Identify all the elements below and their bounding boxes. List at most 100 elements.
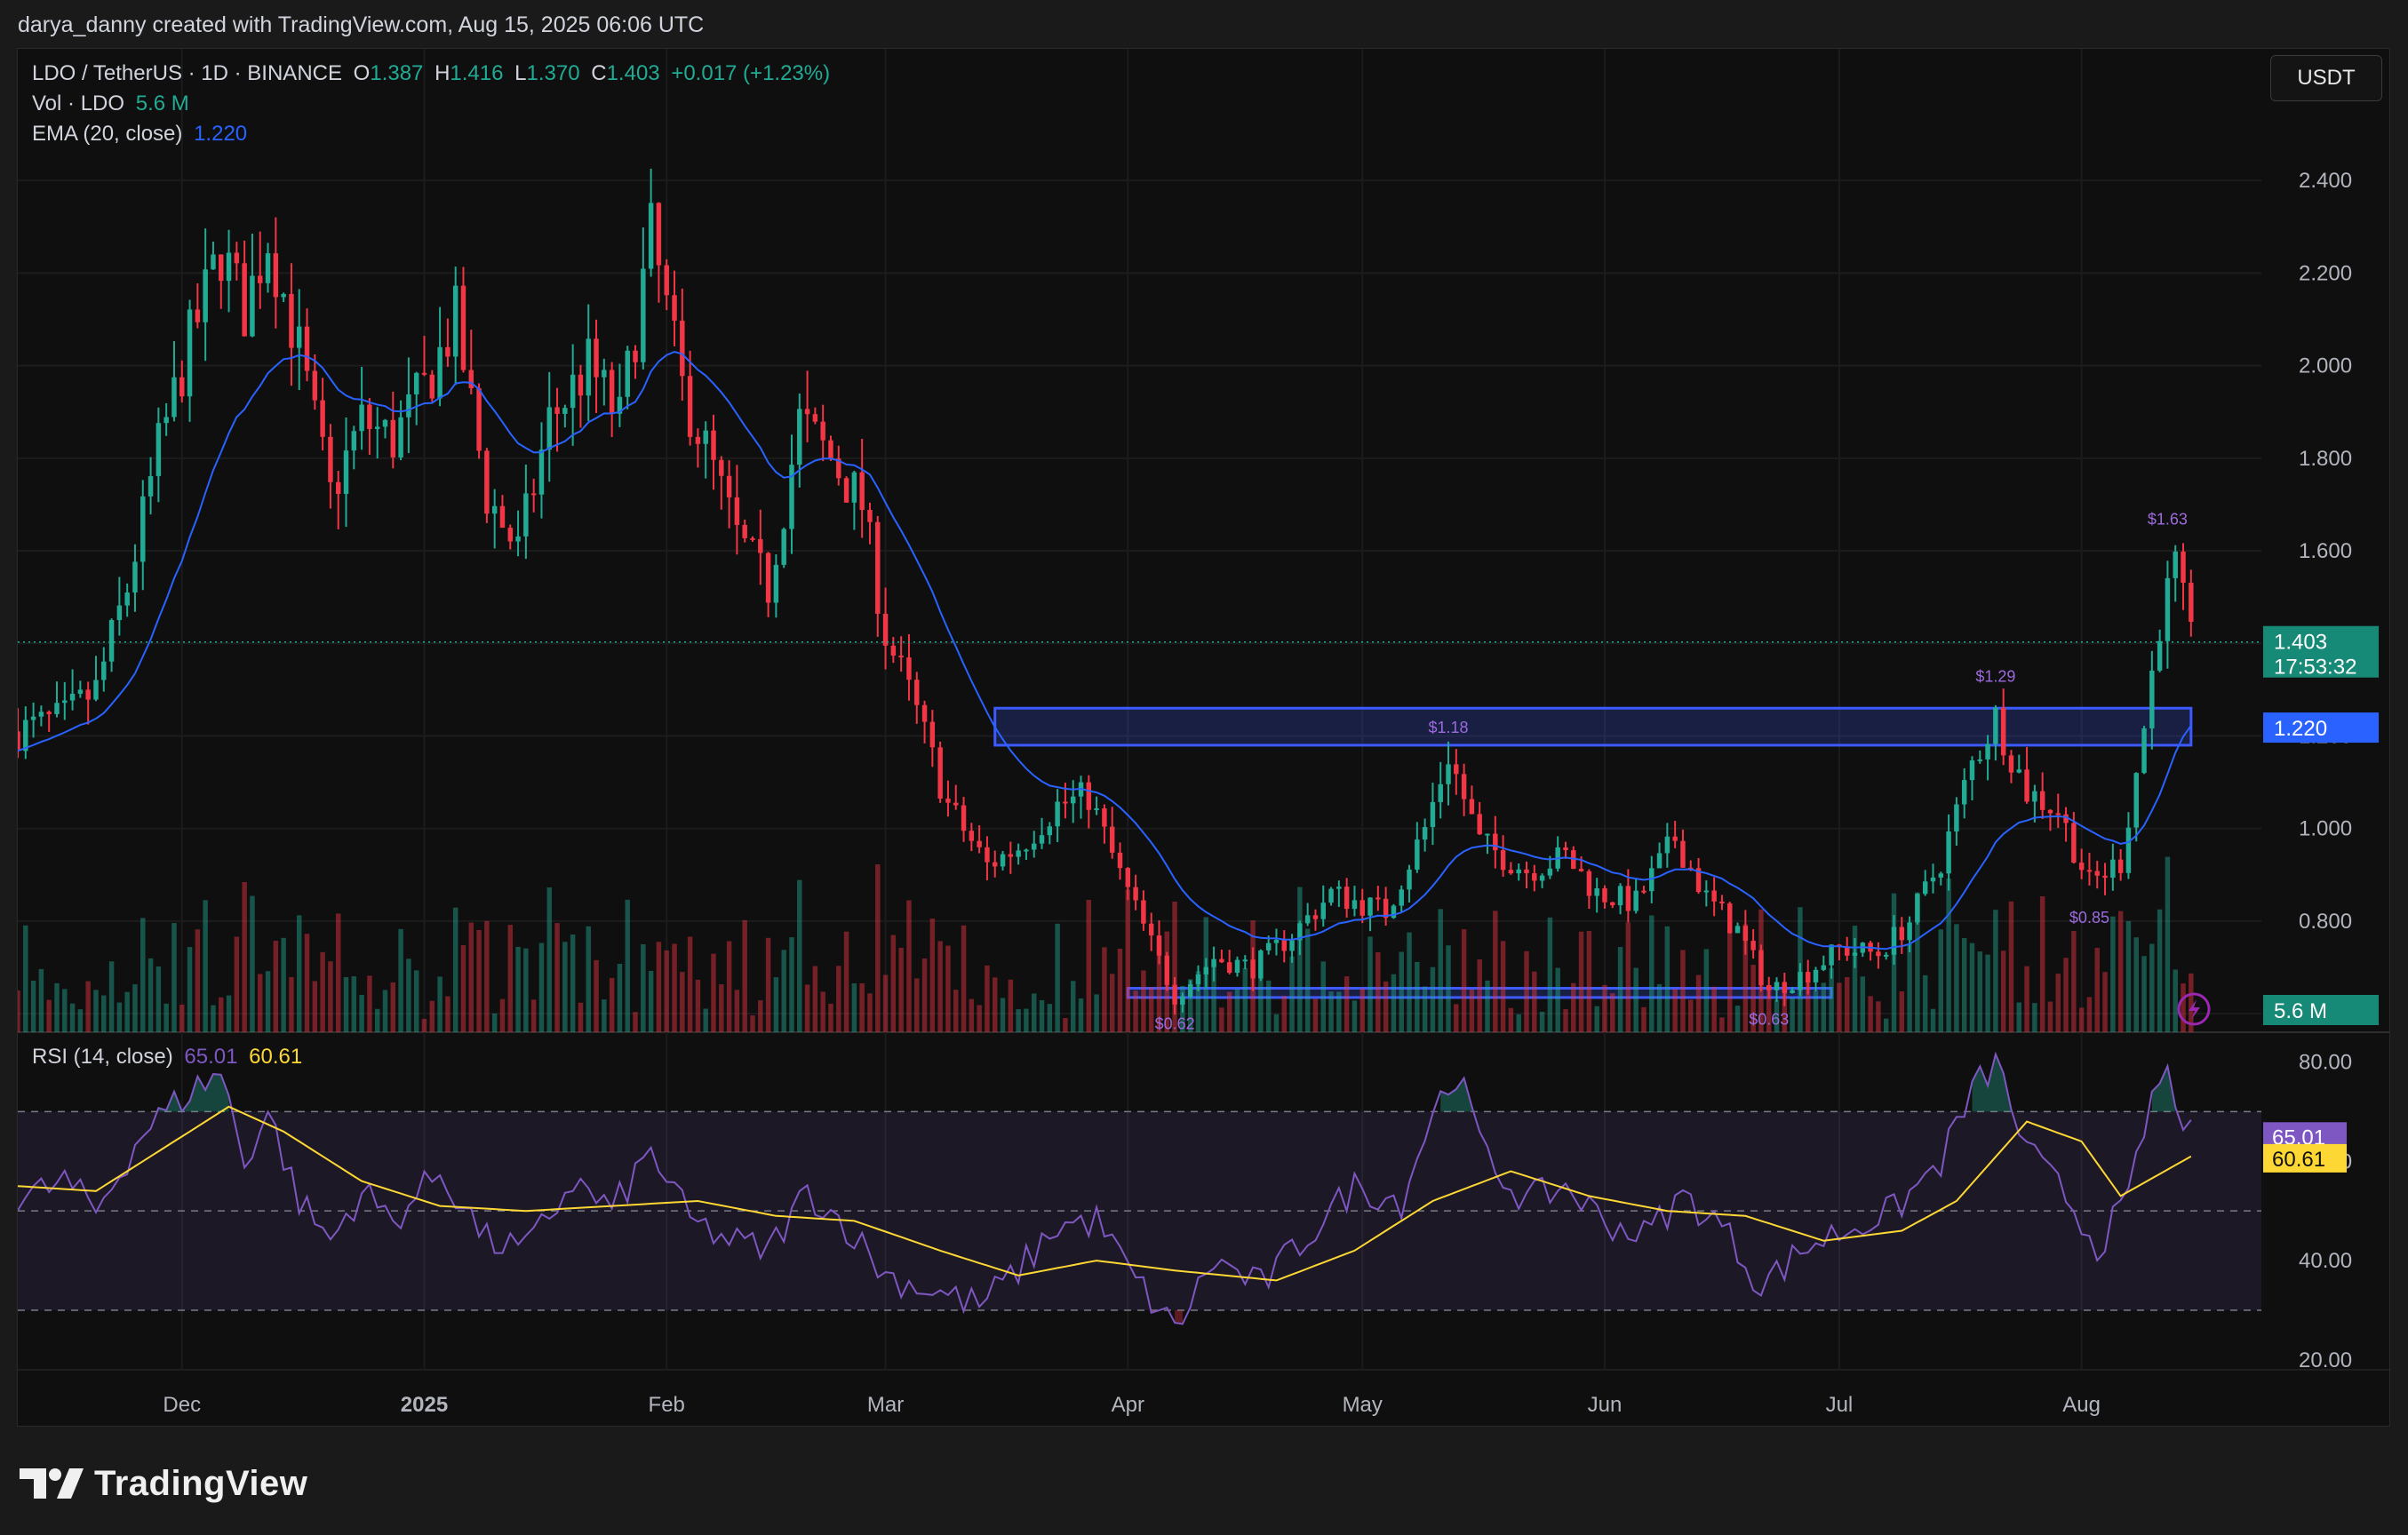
- volume-bar: [1125, 889, 1131, 1032]
- candle-body: [2094, 871, 2100, 876]
- volume-bar: [491, 1013, 498, 1032]
- volume-bar: [108, 961, 115, 1032]
- candle-body: [46, 712, 52, 714]
- volume-bar: [1477, 958, 1482, 1032]
- volume-bar: [969, 998, 975, 1032]
- volume-bar: [836, 966, 841, 1032]
- volume-bar: [1375, 952, 1381, 1032]
- candle-body: [1727, 903, 1733, 934]
- volume-bar: [1829, 967, 1834, 1032]
- rsi-line: [18, 1051, 2192, 1325]
- volume-bar: [1695, 974, 1702, 1032]
- chart-canvas[interactable]: $1.63 $1.29 $1.18 $0.85 $0.62 $0.63 Dec 2025 Fe…: [18, 49, 2389, 1426]
- volume-bar: [1625, 922, 1631, 1032]
- ema-badge: [2263, 712, 2379, 744]
- open-label: O: [353, 61, 371, 85]
- volume-bar: [1359, 988, 1365, 1032]
- candle-body: [1844, 946, 1850, 956]
- candle-body: [2024, 769, 2029, 802]
- candle-body: [219, 254, 224, 282]
- candle-body: [1852, 952, 1858, 956]
- candle-body: [953, 802, 959, 806]
- volume-bar: [1993, 910, 1998, 1032]
- currency-button[interactable]: USDT: [2270, 55, 2382, 101]
- volume-bar: [1555, 967, 1560, 1032]
- chart-frame[interactable]: $1.63 $1.29 $1.18 $0.85 $0.62 $0.63 Dec 2025 Fe…: [17, 48, 2390, 1427]
- tradingview-logo-icon: [20, 1468, 84, 1499]
- candle-body: [421, 372, 427, 375]
- volume-bar: [2117, 911, 2124, 1032]
- candle-body: [687, 376, 693, 437]
- volume-bar: [828, 1003, 833, 1032]
- candle-body: [1328, 888, 1334, 903]
- candle-body: [1211, 958, 1216, 967]
- candle-body: [734, 497, 740, 525]
- candle-body: [711, 430, 716, 460]
- volume-bar: [859, 982, 865, 1032]
- candle-body: [617, 396, 623, 414]
- tradingview-logo[interactable]: TradingView: [20, 1457, 307, 1510]
- volume-bar: [594, 959, 599, 1032]
- candle-body: [1304, 915, 1311, 924]
- candle-body: [460, 285, 466, 370]
- candle-body: [672, 295, 677, 321]
- candle-body: [2157, 640, 2163, 671]
- candle-body: [2071, 823, 2077, 863]
- volume-bar: [1446, 945, 1451, 1032]
- candle-body: [1289, 940, 1295, 951]
- rsi-extreme-fill: [158, 1074, 229, 1112]
- candle-body: [993, 862, 998, 867]
- volume-bar: [993, 977, 998, 1032]
- candle-body: [382, 419, 388, 427]
- ema-legend: EMA (20, close) 1.220: [32, 122, 252, 147]
- candle-body: [1148, 923, 1154, 936]
- candle-body: [304, 326, 310, 371]
- volume-bar: [132, 984, 138, 1032]
- candle-body: [1782, 982, 1788, 993]
- volume-bar: [1352, 1000, 1358, 1032]
- volume-bar: [1430, 966, 1436, 1032]
- candle-body: [1172, 984, 1177, 1005]
- candle-body: [546, 407, 552, 450]
- volume-bar: [578, 1002, 584, 1032]
- candle-body: [1250, 959, 1256, 979]
- volume-bar: [1633, 967, 1639, 1032]
- candle-body: [859, 472, 865, 510]
- volume-bar: [1594, 1006, 1599, 1032]
- volume-bar: [1094, 994, 1099, 1032]
- volume-bar: [1727, 927, 1733, 1032]
- volume-bar: [1461, 929, 1467, 1032]
- rsi-extreme-fill: [1440, 1078, 1472, 1112]
- volume-bar: [226, 995, 232, 1032]
- candle-body: [1891, 927, 1897, 955]
- candle-body: [320, 400, 325, 437]
- volume-bar: [1532, 971, 1537, 1032]
- volume-bar: [773, 977, 779, 1032]
- candle-body: [187, 309, 193, 397]
- rsi-ma-badge-text: 60.61: [2272, 1148, 2325, 1172]
- volume-bar: [273, 941, 279, 1032]
- credit-text: darya_danny created with TradingView.com…: [18, 12, 705, 37]
- volume-bar: [843, 931, 849, 1032]
- volume-bar: [2039, 896, 2045, 1032]
- top-bar: darya_danny created with TradingView.com…: [0, 0, 2408, 48]
- volume-bar: [1915, 892, 1920, 1032]
- volume-bar: [554, 923, 560, 1032]
- rsi-extreme-fill: [1175, 1309, 1183, 1324]
- candle-body: [797, 409, 802, 465]
- volume-bar: [1454, 1004, 1459, 1032]
- volume-bar: [1485, 980, 1490, 1032]
- candle-body: [1265, 942, 1272, 950]
- candle-body: [2008, 755, 2014, 773]
- candle-body: [1993, 707, 1998, 744]
- high-value: 1.416: [450, 61, 504, 85]
- volume-bar: [820, 991, 825, 1032]
- volume-legend: Vol · LDO 5.6 M: [32, 91, 195, 116]
- volume-bar: [781, 950, 786, 1032]
- volume-bar: [85, 981, 91, 1032]
- candle-body: [398, 417, 403, 457]
- candle-body: [945, 798, 951, 803]
- volume-bar: [2094, 948, 2100, 1032]
- volume-bar: [2024, 966, 2029, 1032]
- volume-bar: [1320, 961, 1326, 1032]
